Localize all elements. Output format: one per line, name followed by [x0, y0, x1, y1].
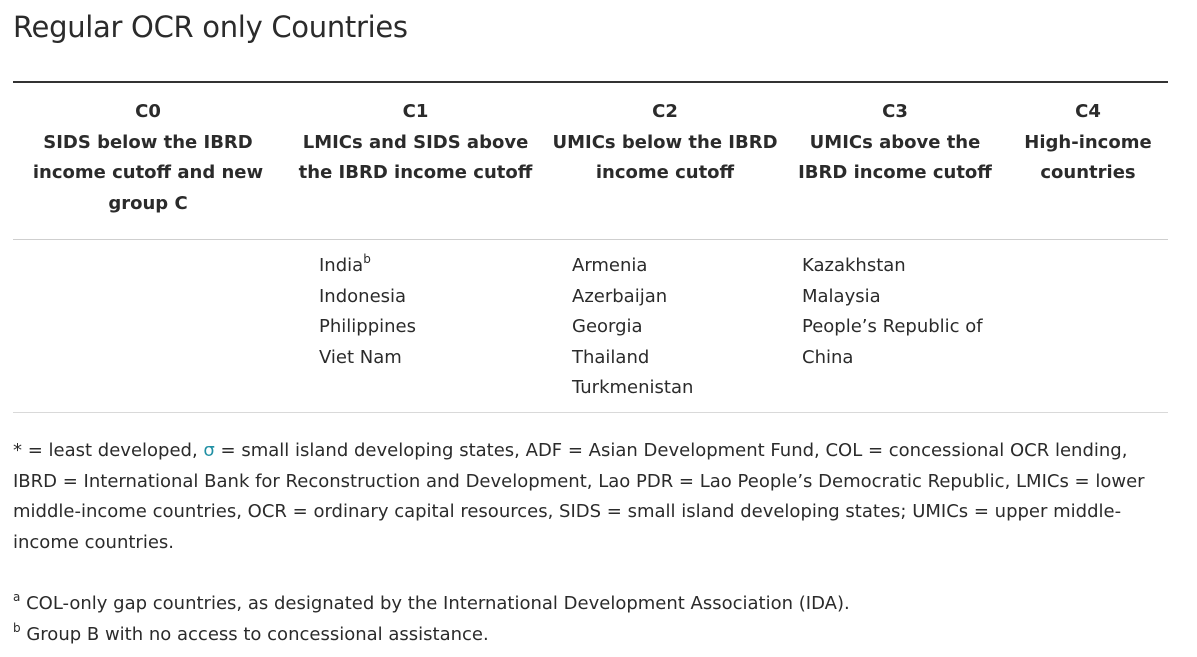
list-item: Azerbaijan	[572, 285, 668, 307]
country-name: India	[319, 255, 364, 276]
page-title: Regular OCR only Countries	[13, 10, 408, 44]
column-code: C2	[652, 101, 678, 122]
column-label-line: High-income	[1024, 131, 1152, 153]
list-item: Indiab	[319, 251, 548, 282]
cell-c4	[1008, 240, 1168, 413]
list-item: Georgia	[572, 316, 643, 337]
column-code: C4	[1075, 101, 1101, 122]
footnote-b: b Group B with no access to concessional…	[13, 620, 1173, 651]
sigma-symbol: σ	[203, 440, 215, 461]
column-label-line: income cutoff and new	[32, 162, 264, 183]
column-label-line: IBRD income cutoff	[798, 162, 992, 183]
column-label-line: countries	[1040, 162, 1136, 183]
country-classification-table: C0 SIDS below the IBRD income cutoff and…	[13, 81, 1168, 413]
footnote-text: COL-only gap countries, as designated by…	[20, 593, 850, 614]
footnote-marker: b	[13, 620, 21, 635]
table-row: Indiab Indonesia Philippines Viet Nam Ar…	[13, 240, 1168, 413]
column-header-c1: C1 LMICs and SIDS above the IBRD income …	[283, 82, 548, 240]
column-label-line: group C	[108, 192, 188, 214]
column-header-c4: C4 High-income countries	[1008, 82, 1168, 240]
column-label-line: the IBRD income cutoff	[298, 162, 533, 183]
table-header-row: C0 SIDS below the IBRD income cutoff and…	[13, 82, 1168, 240]
cell-c1: Indiab Indonesia Philippines Viet Nam	[283, 240, 548, 413]
list-item: Indonesia	[319, 282, 548, 313]
footnote-text: Group B with no access to concessional a…	[20, 623, 489, 645]
list-item: Armenia	[572, 255, 648, 276]
abbreviations-text: * = least developed,	[13, 440, 204, 461]
footnote-marker: a	[13, 590, 21, 604]
cell-c0	[13, 240, 283, 413]
column-header-c2: C2 UMICs below the IBRD income cutoff	[548, 82, 782, 240]
list-item: Viet Nam	[319, 343, 548, 374]
column-header-c0: C0 SIDS below the IBRD income cutoff and…	[13, 82, 283, 240]
list-item: People’s Republic of China	[802, 316, 983, 368]
list-item: Turkmenistan	[572, 377, 694, 398]
footnote-marker: b	[363, 252, 371, 266]
spacer	[13, 558, 1173, 589]
list-item: Kazakhstan	[802, 255, 906, 276]
footnote-a: a COL-only gap countries, as designated …	[13, 589, 1173, 620]
country-name: Indonesia	[319, 285, 407, 307]
column-header-c3: C3 UMICs above the IBRD income cutoff	[782, 82, 1008, 240]
country-name: Philippines	[319, 316, 416, 337]
column-label-line: LMICs and SIDS above	[302, 131, 529, 153]
column-label-line: SIDS below the IBRD	[43, 131, 253, 153]
country-name: Viet Nam	[319, 346, 402, 368]
column-code: C3	[882, 101, 908, 122]
column-code: C0	[135, 101, 161, 122]
column-label-line: UMICs below the IBRD	[552, 131, 778, 153]
list-item: Thailand	[572, 346, 650, 368]
list-item: Philippines	[319, 312, 548, 343]
column-code: C1	[402, 101, 429, 122]
abbreviations-text: = small island developing states, ADF = …	[13, 440, 1145, 553]
list-item: Malaysia	[802, 285, 881, 307]
abbreviations-note: * = least developed, σ = small island de…	[13, 436, 1173, 558]
column-label-line: income cutoff	[595, 162, 735, 183]
column-label-line: UMICs above the	[809, 131, 981, 153]
cell-c2: Armenia Azerbaijan Georgia Thailand Turk…	[548, 240, 782, 413]
cell-c3: Kazakhstan Malaysia People’s Republic of…	[782, 240, 1008, 413]
table-notes: * = least developed, σ = small island de…	[13, 436, 1173, 650]
